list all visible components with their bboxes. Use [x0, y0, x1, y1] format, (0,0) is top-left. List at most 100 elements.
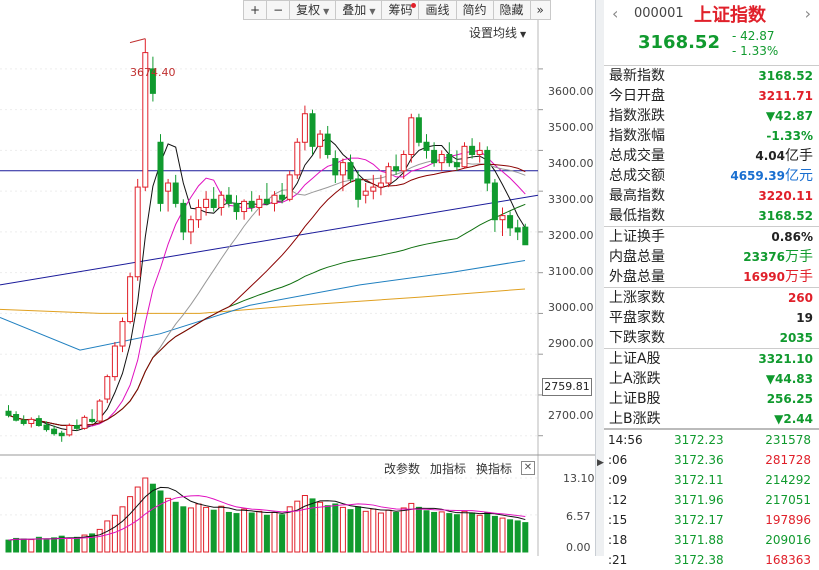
trade-volume: 217051 — [765, 493, 811, 507]
candle-body — [522, 226, 529, 246]
candle-body — [172, 182, 179, 204]
quote-row: 上证A股 3321.10 — [604, 348, 819, 369]
overlay-button[interactable]: 叠加 ▼ — [336, 0, 383, 20]
ma-120-line — [0, 259, 526, 351]
trade-price: 3171.88 — [674, 533, 724, 547]
volume-bar — [20, 538, 27, 553]
close-icon[interactable]: ✕ — [521, 461, 535, 475]
trade-row: :06 3172.36 281728 — [604, 450, 819, 470]
trade-volume: 209016 — [765, 533, 811, 547]
candle-body — [203, 198, 210, 208]
price-tick: 3600.00 — [548, 85, 594, 98]
quote-row-label: 内盘总量 — [609, 249, 665, 265]
trade-price: 3172.36 — [674, 453, 724, 467]
candle-body — [81, 416, 88, 429]
volume-bar — [13, 537, 20, 553]
volume-bar — [324, 505, 331, 553]
add-indicator-button[interactable]: 加指标 — [430, 462, 467, 476]
volume-bar — [423, 510, 430, 553]
quote-row: 指数涨跌 ▼42.87 — [604, 106, 819, 126]
volume-bar — [415, 506, 422, 553]
candle-body — [180, 202, 187, 233]
quote-row-value: 0.86% — [771, 230, 813, 244]
volume-bar — [210, 509, 217, 553]
trade-row: 14:56 3172.23 231578 — [604, 430, 819, 450]
volume-bar — [301, 495, 308, 553]
quote-row: 总成交额 4659.39亿元 — [604, 166, 819, 186]
zoom-in-button[interactable]: + — [243, 0, 268, 20]
quote-row-value: 3168.52 — [758, 209, 813, 223]
quote-row-value: 256.25 — [766, 392, 813, 406]
volume-bar — [484, 511, 491, 553]
zoom-out-button[interactable]: − — [267, 0, 291, 20]
volume-bar — [362, 510, 369, 553]
collapse-arrow-icon[interactable]: ▶ — [597, 458, 604, 468]
price-tick: 3400.00 — [548, 157, 594, 170]
volume-bar — [408, 502, 415, 553]
trade-time: :06 — [608, 453, 628, 467]
quote-row-value: 3168.52 — [758, 69, 813, 83]
volume-bar — [491, 515, 498, 553]
candle-body — [263, 198, 270, 204]
next-arrow-icon[interactable]: › — [804, 4, 811, 23]
volume-bar — [377, 512, 384, 553]
volume-bar — [256, 510, 263, 553]
hide-button[interactable]: 隐藏 — [493, 0, 531, 20]
volume-bar — [453, 514, 460, 553]
simple-button[interactable]: 简约 — [456, 0, 494, 20]
quote-row-label: 上B涨跌 — [609, 411, 661, 427]
volume-bar — [28, 539, 35, 553]
trade-time: :18 — [608, 533, 628, 547]
switch-indicator-button[interactable]: 换指标 — [476, 462, 513, 476]
candle-body — [218, 194, 225, 208]
chart-background — [0, 0, 595, 556]
volume-bar — [438, 511, 445, 553]
quote-row-value: 19 — [796, 311, 813, 325]
quote-row: 上证换手 0.86% — [604, 226, 819, 247]
volume-bar — [218, 505, 225, 553]
candle-body — [461, 145, 468, 168]
price-tick: 2900.00 — [548, 337, 594, 350]
volume-bar — [271, 511, 278, 553]
ma-setting-dropdown[interactable]: 设置均线 ▼ — [469, 26, 527, 40]
candle-body — [393, 166, 400, 172]
ma-30-line — [8, 163, 526, 427]
expand-icon[interactable]: » — [530, 0, 551, 20]
candle-body — [134, 186, 141, 278]
candle-body — [157, 141, 164, 204]
volume-bar — [157, 490, 164, 553]
candle-body — [324, 133, 331, 155]
candle-body — [111, 345, 118, 378]
edit-params-button[interactable]: 改参数 — [384, 462, 421, 476]
chips-button[interactable]: 筹码 — [382, 0, 420, 20]
trade-price: 3172.11 — [674, 473, 724, 487]
quote-row-value: ▼2.44 — [774, 412, 813, 426]
volume-ma-lines — [8, 486, 526, 541]
candle-body — [271, 194, 278, 204]
candle-body — [225, 194, 232, 204]
kline-chart[interactable] — [0, 0, 595, 556]
candle-body — [58, 432, 65, 437]
volume-tick: 0.00 — [566, 541, 591, 554]
volume-bar — [165, 497, 172, 553]
volume-bar — [347, 509, 354, 553]
quote-row: 外盘总量 16990万手 — [604, 267, 819, 287]
candle-body — [104, 376, 111, 400]
candle-body — [20, 419, 27, 424]
draw-line-button[interactable]: 画线 — [419, 0, 457, 20]
candle-body — [423, 141, 430, 151]
candle-body — [89, 418, 96, 422]
candle-body — [66, 425, 73, 436]
volume-bar — [187, 507, 194, 553]
volume-bar — [89, 533, 96, 553]
quote-row-label: 上证B股 — [609, 391, 661, 407]
quote-row: 今日开盘 3211.71 — [604, 86, 819, 106]
previous-arrow-icon[interactable]: ‹ — [612, 4, 619, 23]
volume-bar — [499, 517, 506, 553]
candle-body — [233, 202, 240, 213]
adjust-button[interactable]: 复权 ▼ — [290, 0, 337, 20]
quote-row-label: 下跌家数 — [609, 330, 665, 346]
candle-body — [187, 219, 194, 233]
candle-body — [43, 424, 50, 431]
quote-row-label: 总成交额 — [609, 168, 665, 184]
